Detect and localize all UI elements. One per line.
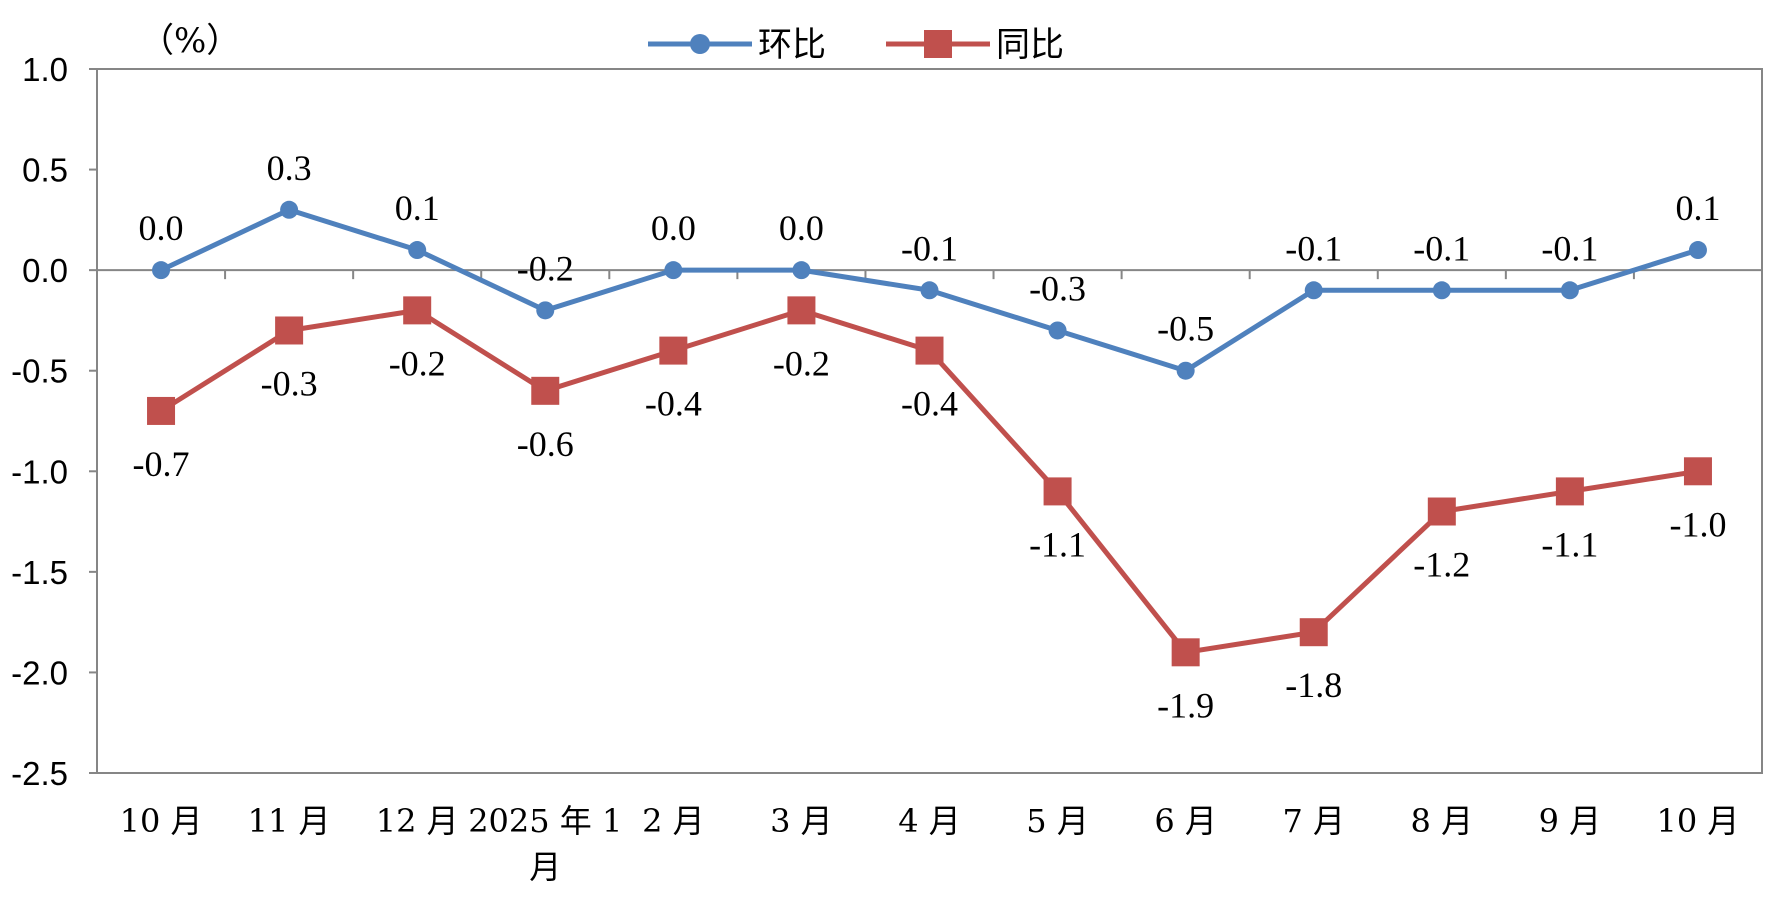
data-point bbox=[408, 241, 427, 260]
data-point bbox=[536, 301, 555, 320]
data-label: -1.2 bbox=[1413, 545, 1470, 585]
x-tick-label: 10 月 bbox=[120, 802, 203, 840]
data-point bbox=[659, 336, 688, 365]
data-label: -0.2 bbox=[517, 248, 574, 288]
data-point bbox=[792, 261, 811, 280]
data-point bbox=[1043, 477, 1072, 506]
x-tick-label: 2 月 bbox=[642, 802, 705, 840]
data-point bbox=[1560, 281, 1579, 300]
data-label: 0.1 bbox=[1675, 188, 1720, 228]
data-label: -1.0 bbox=[1669, 504, 1726, 544]
data-label: -1.8 bbox=[1285, 665, 1342, 705]
y-tick-label: 0.0 bbox=[22, 252, 68, 289]
plot-area-border bbox=[96, 68, 1763, 774]
data-point bbox=[403, 296, 432, 325]
y-unit-label: （%） bbox=[140, 21, 240, 61]
y-tick-label: -1.0 bbox=[11, 453, 68, 490]
x-tick-label: 12 月 bbox=[376, 802, 459, 840]
data-label: -1.1 bbox=[1541, 524, 1598, 564]
y-tick-label: 0.5 bbox=[22, 152, 68, 189]
data-point bbox=[1688, 241, 1707, 260]
data-point bbox=[920, 281, 939, 300]
data-label: -0.6 bbox=[517, 424, 574, 464]
data-point bbox=[1683, 457, 1712, 486]
data-point bbox=[1555, 477, 1584, 506]
x-tick-label: 4 月 bbox=[898, 802, 961, 840]
x-tick-label: 8 月 bbox=[1411, 802, 1474, 840]
data-point bbox=[531, 376, 560, 405]
y-tick-label: -2.0 bbox=[11, 654, 68, 691]
x-tick-label: 3 月 bbox=[770, 802, 833, 840]
x-tick-label: 月 bbox=[529, 848, 561, 886]
data-point bbox=[280, 200, 299, 219]
data-label: 0.0 bbox=[651, 208, 696, 248]
data-label: 0.3 bbox=[267, 148, 312, 188]
data-label: -0.2 bbox=[389, 343, 446, 383]
data-label: 0.0 bbox=[779, 208, 824, 248]
data-label: -0.1 bbox=[901, 228, 958, 268]
data-label: -0.1 bbox=[1541, 228, 1598, 268]
data-label: 0.0 bbox=[139, 208, 184, 248]
data-label: -0.1 bbox=[1285, 228, 1342, 268]
data-point bbox=[1299, 618, 1328, 647]
data-point bbox=[152, 261, 171, 280]
data-point bbox=[787, 296, 816, 325]
y-tick-label: -2.5 bbox=[11, 755, 68, 792]
data-label: -0.4 bbox=[645, 384, 702, 424]
data-point bbox=[1304, 281, 1323, 300]
data-point bbox=[1048, 321, 1067, 340]
data-label: 0.1 bbox=[395, 188, 440, 228]
legend-label: 同比 bbox=[996, 25, 1064, 65]
x-tick-label: 9 月 bbox=[1539, 802, 1602, 840]
data-label: -0.7 bbox=[133, 444, 190, 484]
data-point bbox=[275, 316, 304, 345]
data-point bbox=[915, 336, 944, 365]
x-tick-label: 7 月 bbox=[1282, 802, 1345, 840]
data-label: -0.3 bbox=[261, 363, 318, 403]
data-label: -0.4 bbox=[901, 384, 958, 424]
data-point bbox=[664, 261, 683, 280]
x-tick-label: 10 月 bbox=[1657, 802, 1740, 840]
data-point bbox=[1171, 638, 1200, 667]
y-tick-label: -0.5 bbox=[11, 353, 68, 390]
legend-marker bbox=[690, 34, 710, 54]
y-tick-label: -1.5 bbox=[11, 554, 68, 591]
x-tick-label: 6 月 bbox=[1154, 802, 1217, 840]
x-tick-label: 2025 年 1 bbox=[468, 802, 622, 840]
legend-marker bbox=[924, 30, 952, 58]
y-tick-label: 1.0 bbox=[22, 51, 68, 88]
data-point bbox=[1176, 361, 1195, 380]
data-label: -0.5 bbox=[1157, 309, 1214, 349]
x-tick-label: 11 月 bbox=[248, 802, 331, 840]
data-point bbox=[147, 396, 176, 425]
data-label: -0.3 bbox=[1029, 268, 1086, 308]
data-label: -1.9 bbox=[1157, 685, 1214, 725]
data-point bbox=[1432, 281, 1451, 300]
legend-label: 环比 bbox=[758, 25, 826, 65]
data-point bbox=[1427, 497, 1456, 526]
data-label: -1.1 bbox=[1029, 524, 1086, 564]
data-label: -0.1 bbox=[1413, 228, 1470, 268]
data-label: -0.2 bbox=[773, 343, 830, 383]
x-tick-label: 5 月 bbox=[1026, 802, 1089, 840]
